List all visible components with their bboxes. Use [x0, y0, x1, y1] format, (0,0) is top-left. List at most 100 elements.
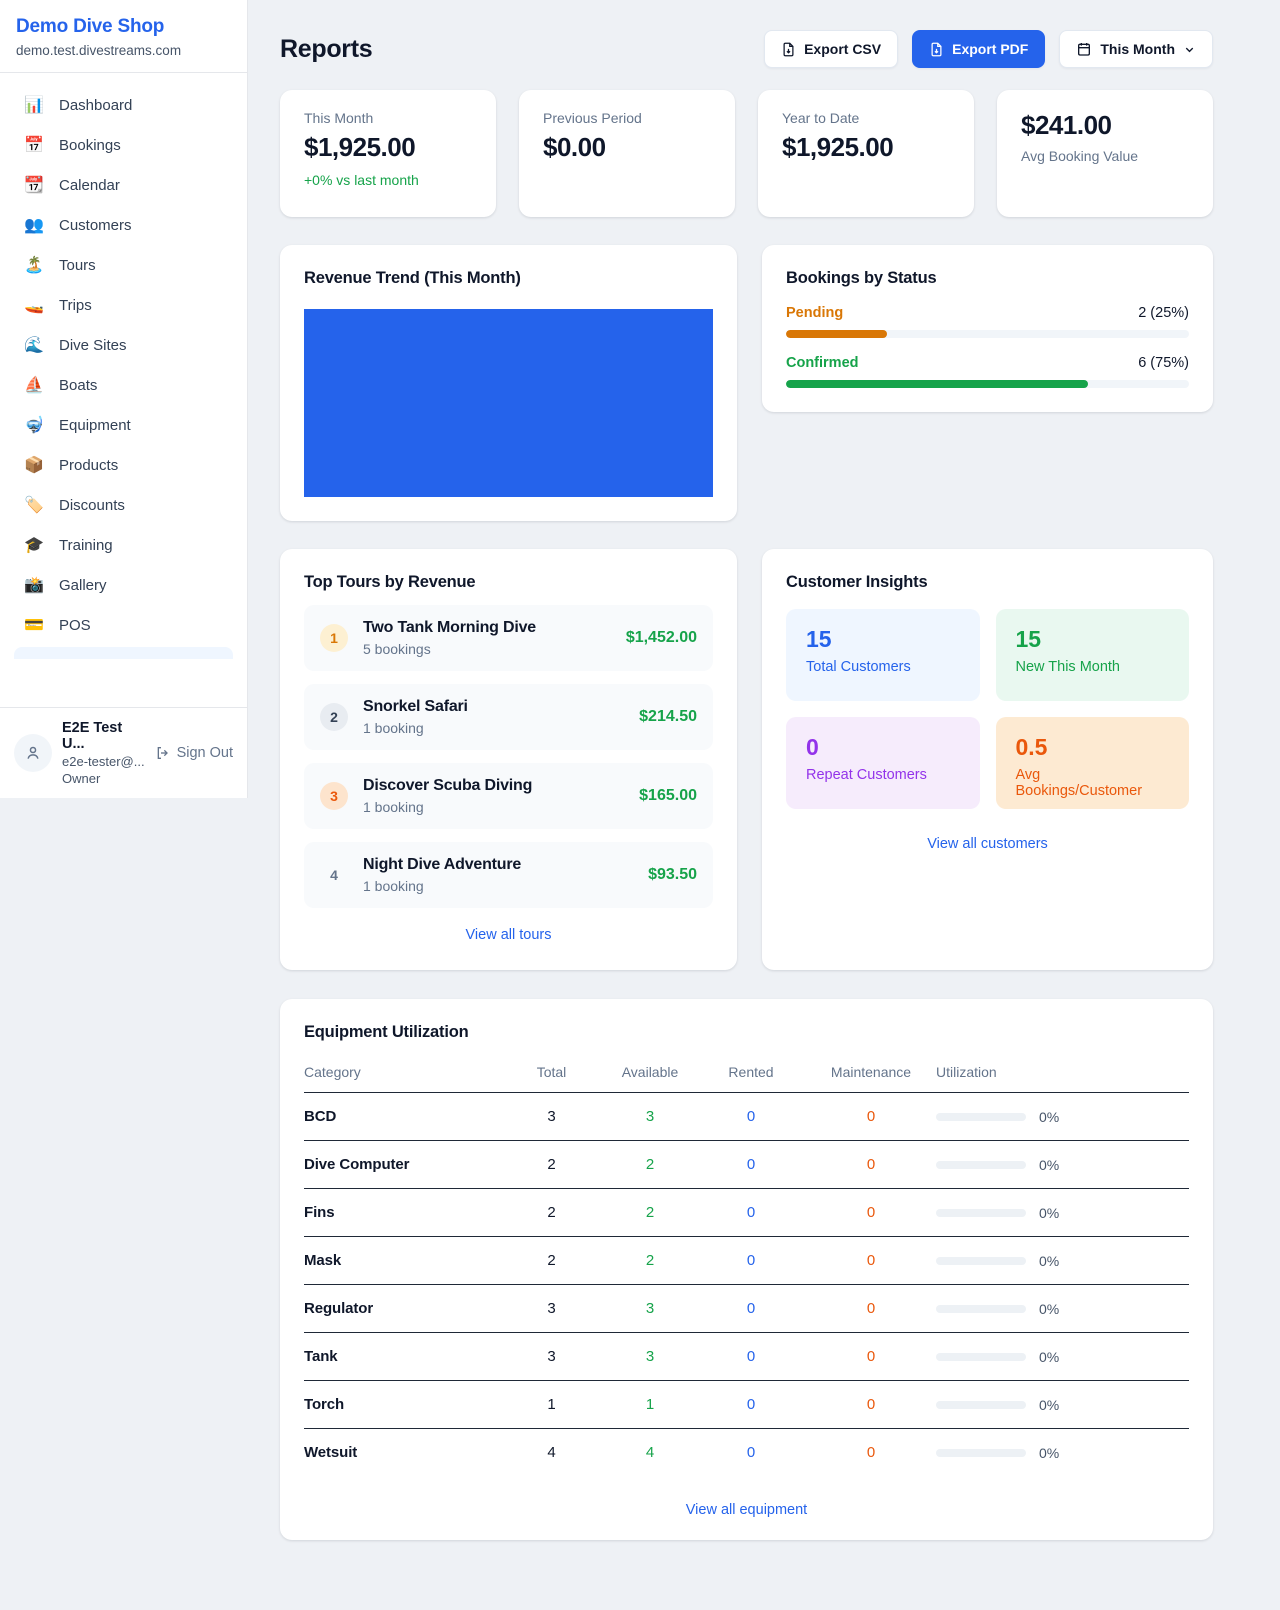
- cell-category: Wetsuit: [304, 1444, 358, 1462]
- stat-value: $1,925.00: [782, 132, 894, 162]
- period-label: This Month: [1100, 41, 1175, 57]
- tile-value: 0.5: [1015, 734, 1048, 760]
- tour-name: Snorkel Safari: [363, 698, 468, 715]
- sidebar-item-customers[interactable]: 👥 Customers: [12, 207, 235, 244]
- view-all-tours-link[interactable]: View all tours: [465, 927, 552, 943]
- sidebar-item-bookings[interactable]: 📅 Bookings: [12, 127, 235, 164]
- top-tours-title: Top Tours by Revenue: [304, 573, 476, 591]
- sidebar-item-label: Tours: [59, 257, 96, 274]
- cell-available: 3: [604, 1332, 696, 1381]
- sidebar-item-boats[interactable]: ⛵ Boats: [12, 367, 235, 404]
- brand-domain: demo.test.divestreams.com: [16, 43, 182, 58]
- revenue-trend-title: Revenue Trend (This Month): [304, 269, 521, 287]
- cell-utilization: 0%: [936, 1140, 1189, 1189]
- table-row: Torch 1 1 0 0 0%: [304, 1380, 1189, 1429]
- sign-out-button[interactable]: Sign Out: [155, 745, 233, 761]
- sidebar-item-dive-sites[interactable]: 🌊 Dive Sites: [12, 327, 235, 364]
- cell-maintenance: 0: [806, 1380, 936, 1429]
- tour-row: 1 Two Tank Morning Dive 5 bookings $1,45…: [304, 605, 713, 671]
- tour-name: Two Tank Morning Dive: [363, 619, 536, 636]
- sidebar-item-label: Gallery: [59, 577, 107, 594]
- utilization-pct: 0%: [1039, 1204, 1060, 1221]
- utilization-track: [936, 1352, 1026, 1361]
- stats-row: This Month $1,925.00 +0% vs last month P…: [280, 90, 1213, 217]
- sidebar-item-tours[interactable]: 🏝️ Tours: [12, 247, 235, 284]
- view-all-equipment-link[interactable]: View all equipment: [685, 1501, 808, 1518]
- brand-name[interactable]: Demo Dive Shop: [16, 16, 165, 37]
- utilization-track: [936, 1208, 1026, 1217]
- cell-category: Dive Computer: [304, 1140, 499, 1189]
- stat-label: Year to Date: [782, 110, 860, 126]
- cell-total: 2: [499, 1188, 604, 1237]
- tour-bookings: 1 booking: [363, 720, 424, 736]
- view-all-customers-link[interactable]: View all customers: [927, 836, 1048, 852]
- status-row-confirmed: Confirmed 6 (75%): [786, 355, 1189, 388]
- cell-utilization: 0%: [936, 1188, 1189, 1237]
- sidebar-item-trips[interactable]: 🚤 Trips: [12, 287, 235, 324]
- tile-label: New This Month: [1015, 659, 1121, 675]
- utilization-pct: 0%: [1039, 1156, 1060, 1173]
- cell-maintenance: 0: [806, 1236, 936, 1285]
- export-pdf-button[interactable]: Export PDF: [912, 30, 1046, 68]
- tour-bookings: 1 booking: [363, 878, 424, 894]
- rank-badge: 1: [320, 624, 348, 652]
- col-available: Available: [604, 1054, 696, 1093]
- cell-available: 2: [604, 1140, 696, 1189]
- cell-utilization: 0%: [936, 1380, 1189, 1429]
- sidebar-item-pos[interactable]: 💳 POS: [12, 607, 235, 644]
- cell-total: 3: [499, 1332, 604, 1381]
- table-row: Tank 3 3 0 0 0%: [304, 1332, 1189, 1381]
- period-dropdown[interactable]: This Month: [1059, 30, 1213, 68]
- utilization-track: [936, 1160, 1026, 1169]
- utilization-track: [936, 1448, 1026, 1457]
- tour-revenue: $1,452.00: [625, 629, 697, 646]
- customer-insights-title: Customer Insights: [786, 573, 928, 591]
- tile-repeat-customers: 0 Repeat Customers: [786, 717, 980, 809]
- user-role: Owner: [62, 771, 101, 786]
- sidebar-item-dashboard[interactable]: 📊 Dashboard: [12, 87, 235, 124]
- cell-maintenance: 0: [806, 1332, 936, 1381]
- cell-rented: 0: [696, 1188, 806, 1237]
- pos-icon: 💳: [24, 616, 44, 634]
- utilization-pct: 0%: [1039, 1108, 1060, 1125]
- stat-value: $241.00: [1021, 110, 1112, 140]
- cell-category: Regulator: [304, 1284, 499, 1333]
- calendar-icon: 📆: [24, 176, 44, 194]
- utilization-track: [936, 1256, 1026, 1265]
- tile-new-this-month: 15 New This Month: [995, 609, 1189, 701]
- utilization-track: [936, 1400, 1026, 1409]
- customers-icon: 👥: [24, 216, 44, 234]
- sidebar-item-label: Equipment: [59, 417, 131, 434]
- user-info: E2E Test U... e2e-tester@... Owner: [62, 720, 145, 786]
- calendar-icon: [1078, 43, 1091, 56]
- sidebar-item-equipment[interactable]: 🤿 Equipment: [12, 407, 235, 444]
- cell-maintenance: 0: [806, 1140, 936, 1189]
- status-count: 2 (25%): [1138, 305, 1189, 321]
- utilization-pct: 0%: [1039, 1300, 1060, 1317]
- tour-bookings: 5 bookings: [363, 641, 431, 657]
- cell-category: Torch: [304, 1380, 499, 1429]
- table-row: Mask 2 2 0 0 0%: [304, 1236, 1189, 1285]
- customer-insights-card: Customer Insights 15 Total Customers 15 …: [762, 549, 1213, 970]
- sidebar-item-reports-partial[interactable]: [14, 647, 233, 659]
- cell-rented: 0: [696, 1236, 806, 1285]
- header-actions: Export CSV Export PDF This Month: [764, 30, 1213, 68]
- cell-maintenance: 0: [806, 1188, 936, 1237]
- sidebar-item-training[interactable]: 🎓 Training: [12, 527, 235, 564]
- sidebar-item-discounts[interactable]: 🏷️ Discounts: [12, 487, 235, 524]
- tour-row: 4 Night Dive Adventure 1 booking $93.50: [304, 842, 713, 908]
- tour-row: 3 Discover Scuba Diving 1 booking $165.0…: [304, 763, 713, 829]
- sidebar-item-gallery[interactable]: 📸 Gallery: [12, 567, 235, 604]
- progress-track: [786, 380, 1189, 388]
- revenue-trend-card: Revenue Trend (This Month): [280, 245, 737, 521]
- page-header: Reports Export CSV Export PDF: [280, 30, 1213, 68]
- stat-value: $1,925.00: [304, 132, 416, 162]
- stat-label: Previous Period: [543, 110, 642, 126]
- training-icon: 🎓: [24, 536, 44, 554]
- utilization-pct: 0%: [1039, 1348, 1060, 1365]
- bookings-icon: 📅: [24, 136, 44, 154]
- sidebar-item-products[interactable]: 📦 Products: [12, 447, 235, 484]
- export-csv-button[interactable]: Export CSV: [764, 30, 899, 68]
- sidebar-item-calendar[interactable]: 📆 Calendar: [12, 167, 235, 204]
- equipment-table: Category Total Available Rented Maintena…: [304, 1054, 1189, 1477]
